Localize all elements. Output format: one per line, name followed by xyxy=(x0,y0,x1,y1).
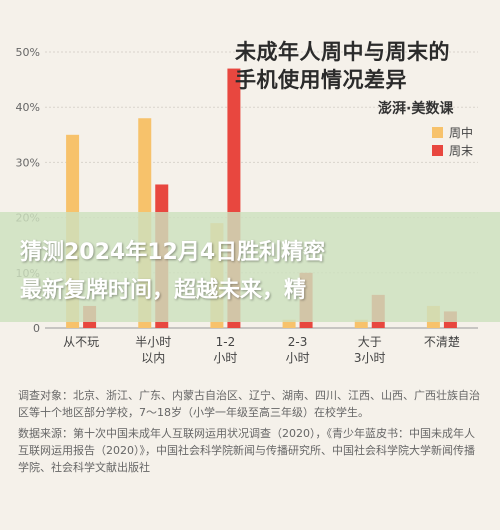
legend-swatch-weekend xyxy=(432,145,443,156)
legend-swatch-weekday xyxy=(432,127,443,138)
headline-overlay[interactable]: 猜测2024年12月4日胜利精密 最新复牌时间，超越未来，精 xyxy=(0,212,500,322)
x-tick-label: 半小时 xyxy=(135,335,171,349)
legend-label-weekday: 周中 xyxy=(449,126,474,140)
brand-logo: 澎湃·美数课 xyxy=(378,101,454,117)
bar-weekday xyxy=(354,319,368,328)
x-tick-label: 以内 xyxy=(141,351,165,365)
y-tick-label: 0 xyxy=(33,322,40,335)
legend-item-weekend: 周末 xyxy=(432,142,473,159)
data-source-note: 数据来源：第十次中国未成年人互联网运用状况调查（2020），《青少年蓝皮书：中国… xyxy=(18,427,475,474)
x-tick-label: 小时 xyxy=(286,351,310,365)
x-tick-label: 2-3 xyxy=(288,335,308,349)
survey-subjects-note: 调查对象：北京、浙江、广东、内蒙古自治区、辽宁、湖南、四川、江西、山西、广西壮族… xyxy=(18,389,480,419)
chart-title-line2: 手机使用情况差异 xyxy=(235,68,407,92)
x-tick-label: 3小时 xyxy=(354,351,386,365)
x-tick-label: 1-2 xyxy=(216,335,236,349)
overlay-headline-line2: 最新复牌时间，超越未来，精 xyxy=(20,278,307,303)
legend-label-weekend: 周末 xyxy=(449,144,474,158)
footer-notes: 调查对象：北京、浙江、广东、内蒙古自治区、辽宁、湖南、四川、江西、山西、广西壮族… xyxy=(18,387,480,480)
y-tick-label: 50% xyxy=(16,46,40,59)
x-tick-label: 小时 xyxy=(213,351,237,365)
chart-title-line1: 未成年人周中与周末的 xyxy=(235,40,450,64)
x-tick-label: 不清楚 xyxy=(424,335,460,349)
x-tick-label: 大于 xyxy=(358,335,382,349)
overlay-headline-line1: 猜测2024年12月4日胜利精密 xyxy=(20,240,326,265)
y-tick-label: 40% xyxy=(16,101,40,114)
legend-item-weekday: 周中 xyxy=(432,124,473,141)
x-tick-label: 从不玩 xyxy=(63,335,99,349)
y-tick-label: 30% xyxy=(16,156,40,169)
bar-weekday xyxy=(282,319,296,328)
